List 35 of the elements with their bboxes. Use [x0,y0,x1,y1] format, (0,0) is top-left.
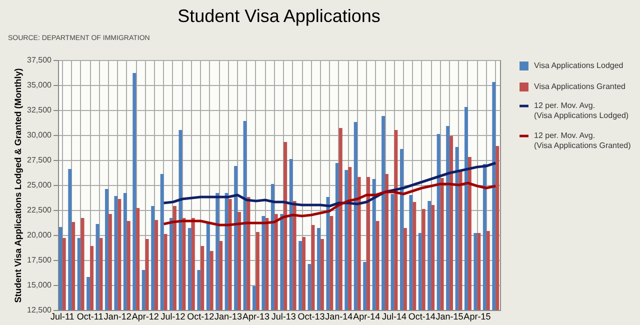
x-tick-label: Jan-14 [325,312,353,322]
y-tick-label: 22,500 [27,206,52,214]
legend-label: Visa Applications Granted [534,82,626,91]
y-axis-title: Student Visa Applications Lodged & Granted (Monthly) [13,68,24,303]
y-tick-label: 30,000 [27,130,52,140]
x-tick-label: Oct-12 [187,312,214,322]
x-tick-label: Jul-14 [382,312,406,322]
x-tick-label: Oct-14 [408,312,436,322]
x-tick-label: Jul-13 [271,312,296,322]
x-tick-label: Jan-15 [436,312,464,322]
y-tick-label: 12,500 [27,306,52,314]
x-tick-label: Apr-14 [353,312,380,322]
legend-label: 12 per. Mov. Avg. (Visa Applications Granted) [534,131,632,150]
x-tick-label: Apr-12 [132,312,159,322]
x-tick-label: Oct-13 [298,312,325,322]
y-tick-label: 25,000 [27,180,52,190]
line-series [162,182,497,226]
y-tick-label: 15,000 [27,280,52,290]
y-tick-label: 20,000 [27,230,52,240]
legend-label: 12 per. Mov. Avg. (Visa Applications Lodged) [534,101,629,120]
x-tick-label: Oct-11 [76,312,104,322]
x-tick-label: Apr-13 [242,312,270,322]
y-tick-label: 37,500 [27,56,52,64]
x-tick-label: Jul-12 [160,312,186,322]
x-tick-label: Jan-12 [104,312,132,322]
y-tick-label: 32,500 [27,106,52,114]
x-tick-label: Jul-11 [50,312,74,322]
legend-label: Visa Applications Lodged [534,61,624,70]
x-tick-label: Apr-15 [464,312,491,322]
y-tick-label: 35,000 [27,80,52,90]
line-series [162,162,497,208]
x-tick-label: Jan-13 [214,312,242,322]
chart-title: Student Visa Applications [178,6,380,26]
y-tick-label: 27,500 [27,156,52,164]
y-tick-label: 17,500 [27,256,52,264]
